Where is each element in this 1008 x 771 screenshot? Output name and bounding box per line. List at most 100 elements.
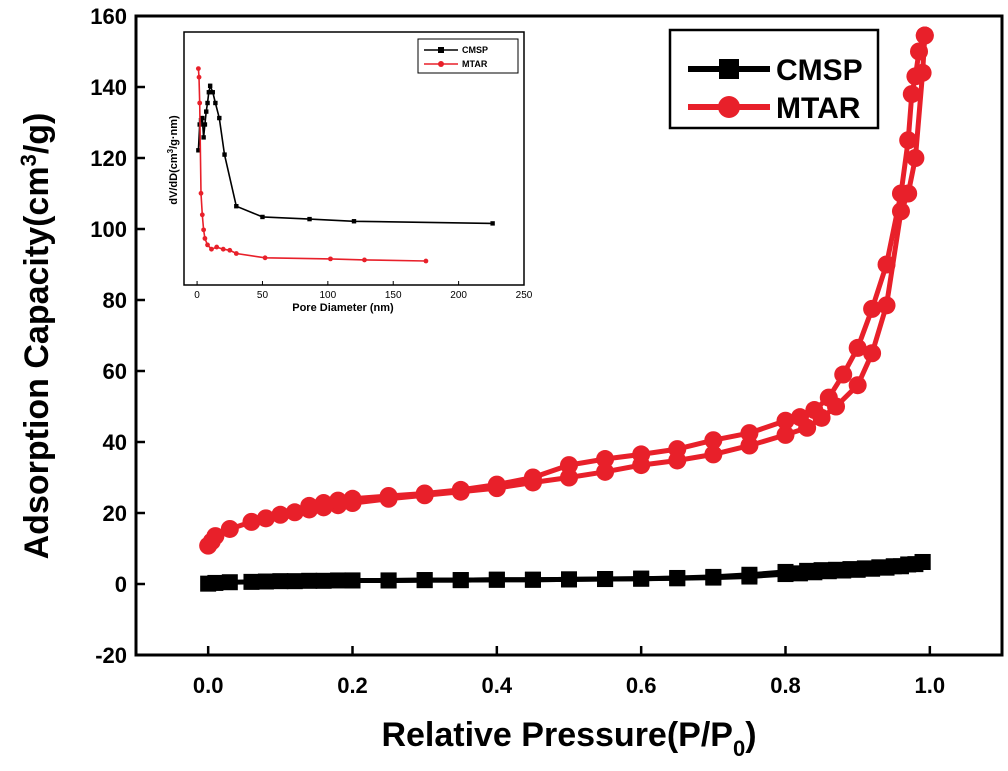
inset-data-point-cmsp bbox=[307, 216, 312, 222]
data-point-mtar bbox=[343, 489, 362, 508]
inset-legend-cmsp-label: CMSP bbox=[462, 45, 488, 55]
main-y-tick-label: 20 bbox=[103, 501, 127, 526]
inset-data-point-mtar bbox=[220, 246, 226, 252]
inset-x-tick-label: 200 bbox=[450, 290, 467, 301]
data-point-mtar bbox=[596, 462, 615, 481]
data-point-mtar bbox=[256, 509, 275, 528]
main-x-ticks: 0.0 0.2 0.4 0.6 0.8 1.0 bbox=[193, 646, 945, 698]
data-point-mtar bbox=[704, 431, 723, 450]
data-point-cmsp bbox=[452, 572, 469, 589]
main-x-tick-label: 0.8 bbox=[770, 673, 801, 698]
main-y-axis-title-text: Adsorption Capacity(cm bbox=[18, 166, 56, 559]
data-point-mtar bbox=[805, 401, 824, 420]
main-x-tick-label: 0.4 bbox=[482, 673, 513, 698]
data-point-cmsp bbox=[871, 559, 888, 576]
data-point-mtar bbox=[863, 299, 882, 318]
main-y-axis-title: Adsorption Capacity(cm3/g) bbox=[16, 113, 56, 560]
data-point-cmsp bbox=[669, 569, 686, 586]
data-point-cmsp bbox=[524, 571, 541, 588]
inset-series-mtar bbox=[195, 66, 429, 264]
main-y-tick-label: -20 bbox=[95, 643, 127, 668]
data-point-mtar bbox=[415, 484, 434, 503]
data-point-cmsp bbox=[416, 572, 433, 589]
main-y-tick-label: 60 bbox=[103, 359, 127, 384]
inset-legend-box bbox=[417, 38, 519, 74]
data-point-cmsp bbox=[243, 573, 260, 590]
inset-data-point-cmsp bbox=[217, 115, 222, 121]
inset-y-axis-title-superscript: 3 bbox=[166, 148, 175, 153]
inset-data-point-cmsp bbox=[213, 100, 218, 106]
main-x-tick-label: 0.0 bbox=[193, 673, 224, 698]
data-point-mtar bbox=[834, 365, 853, 384]
data-point-mtar bbox=[451, 480, 470, 499]
data-point-mtar bbox=[899, 131, 918, 150]
data-point-cmsp bbox=[380, 572, 397, 589]
inset-data-point-cmsp bbox=[206, 90, 212, 95]
series-mtar bbox=[199, 26, 934, 555]
inset-y-axis-title: dV/dD(cm3/g·nm) bbox=[166, 115, 180, 205]
data-point-cmsp bbox=[900, 556, 917, 573]
data-point-cmsp bbox=[561, 571, 577, 588]
data-point-cmsp bbox=[272, 573, 289, 590]
data-point-mtar bbox=[776, 425, 795, 444]
data-point-mtar bbox=[632, 445, 651, 464]
inset-x-tick-label: 50 bbox=[257, 290, 269, 301]
data-point-cmsp bbox=[828, 561, 845, 578]
inset-data-point-cmsp bbox=[204, 109, 209, 114]
data-point-mtar bbox=[206, 527, 225, 546]
main-legend-box bbox=[668, 28, 880, 130]
main-plot: -20 0 20 40 60 80 100 120 140 160 0.0 0.2 0.4 0.6 0.8… bbox=[16, 4, 1004, 761]
inset-data-point-mtar bbox=[328, 256, 333, 262]
data-point-mtar bbox=[915, 26, 934, 45]
inset-x-ticks: 0 50 100 150 200 250 bbox=[194, 281, 533, 301]
data-point-cmsp bbox=[301, 572, 318, 589]
inset-data-point-mtar bbox=[214, 244, 220, 250]
data-point-mtar bbox=[220, 519, 239, 538]
main-x-axis-title-close: ) bbox=[745, 716, 756, 754]
data-point-mtar bbox=[740, 436, 759, 455]
inset-x-tick-label: 100 bbox=[320, 290, 337, 301]
inset-series-layer bbox=[195, 66, 495, 264]
inset-data-point-cmsp bbox=[205, 100, 210, 106]
data-point-mtar bbox=[877, 255, 896, 274]
inset-data-point-cmsp bbox=[200, 115, 205, 121]
data-point-mtar bbox=[487, 475, 506, 494]
main-x-axis-title-text: Relative Pressure(P/P bbox=[381, 716, 733, 754]
inset-data-point-cmsp bbox=[234, 204, 239, 209]
inset-legend-mtar-label: MTAR bbox=[462, 59, 488, 69]
data-point-cmsp bbox=[221, 574, 238, 591]
data-point-mtar bbox=[596, 450, 615, 469]
data-point-mtar bbox=[848, 376, 867, 395]
inset-data-point-cmsp bbox=[351, 219, 357, 224]
inset-data-point-mtar bbox=[201, 227, 207, 233]
data-point-mtar bbox=[902, 85, 921, 104]
data-point-cmsp bbox=[488, 571, 505, 588]
data-point-mtar bbox=[906, 67, 925, 86]
main-y-axis-title-superscript: 3 bbox=[16, 154, 41, 166]
inset-data-point-mtar bbox=[196, 74, 202, 80]
legend-mtar-label: MTAR bbox=[776, 92, 861, 125]
inset-data-point-mtar bbox=[227, 247, 233, 253]
data-point-cmsp bbox=[344, 572, 361, 589]
data-point-cmsp bbox=[813, 562, 830, 579]
data-point-mtar bbox=[848, 338, 867, 357]
data-point-cmsp bbox=[257, 573, 274, 590]
inset-legend-cmsp-marker bbox=[438, 47, 444, 53]
main-y-tick-label: 120 bbox=[90, 146, 127, 171]
main-y-tick-label: 140 bbox=[90, 75, 127, 100]
data-point-mtar bbox=[242, 512, 261, 531]
data-point-cmsp bbox=[705, 568, 722, 585]
inset-data-point-cmsp bbox=[207, 83, 213, 88]
data-point-mtar bbox=[300, 496, 319, 515]
series-cmsp bbox=[200, 553, 931, 592]
data-point-mtar bbox=[776, 411, 795, 430]
inset-data-point-mtar bbox=[197, 100, 203, 106]
data-point-mtar bbox=[790, 408, 809, 427]
data-point-mtar bbox=[379, 486, 398, 505]
main-y-axis-title-close: /g) bbox=[18, 113, 56, 155]
data-point-mtar bbox=[906, 149, 925, 167]
data-point-mtar bbox=[877, 296, 896, 315]
inset-data-point-cmsp bbox=[490, 221, 495, 226]
